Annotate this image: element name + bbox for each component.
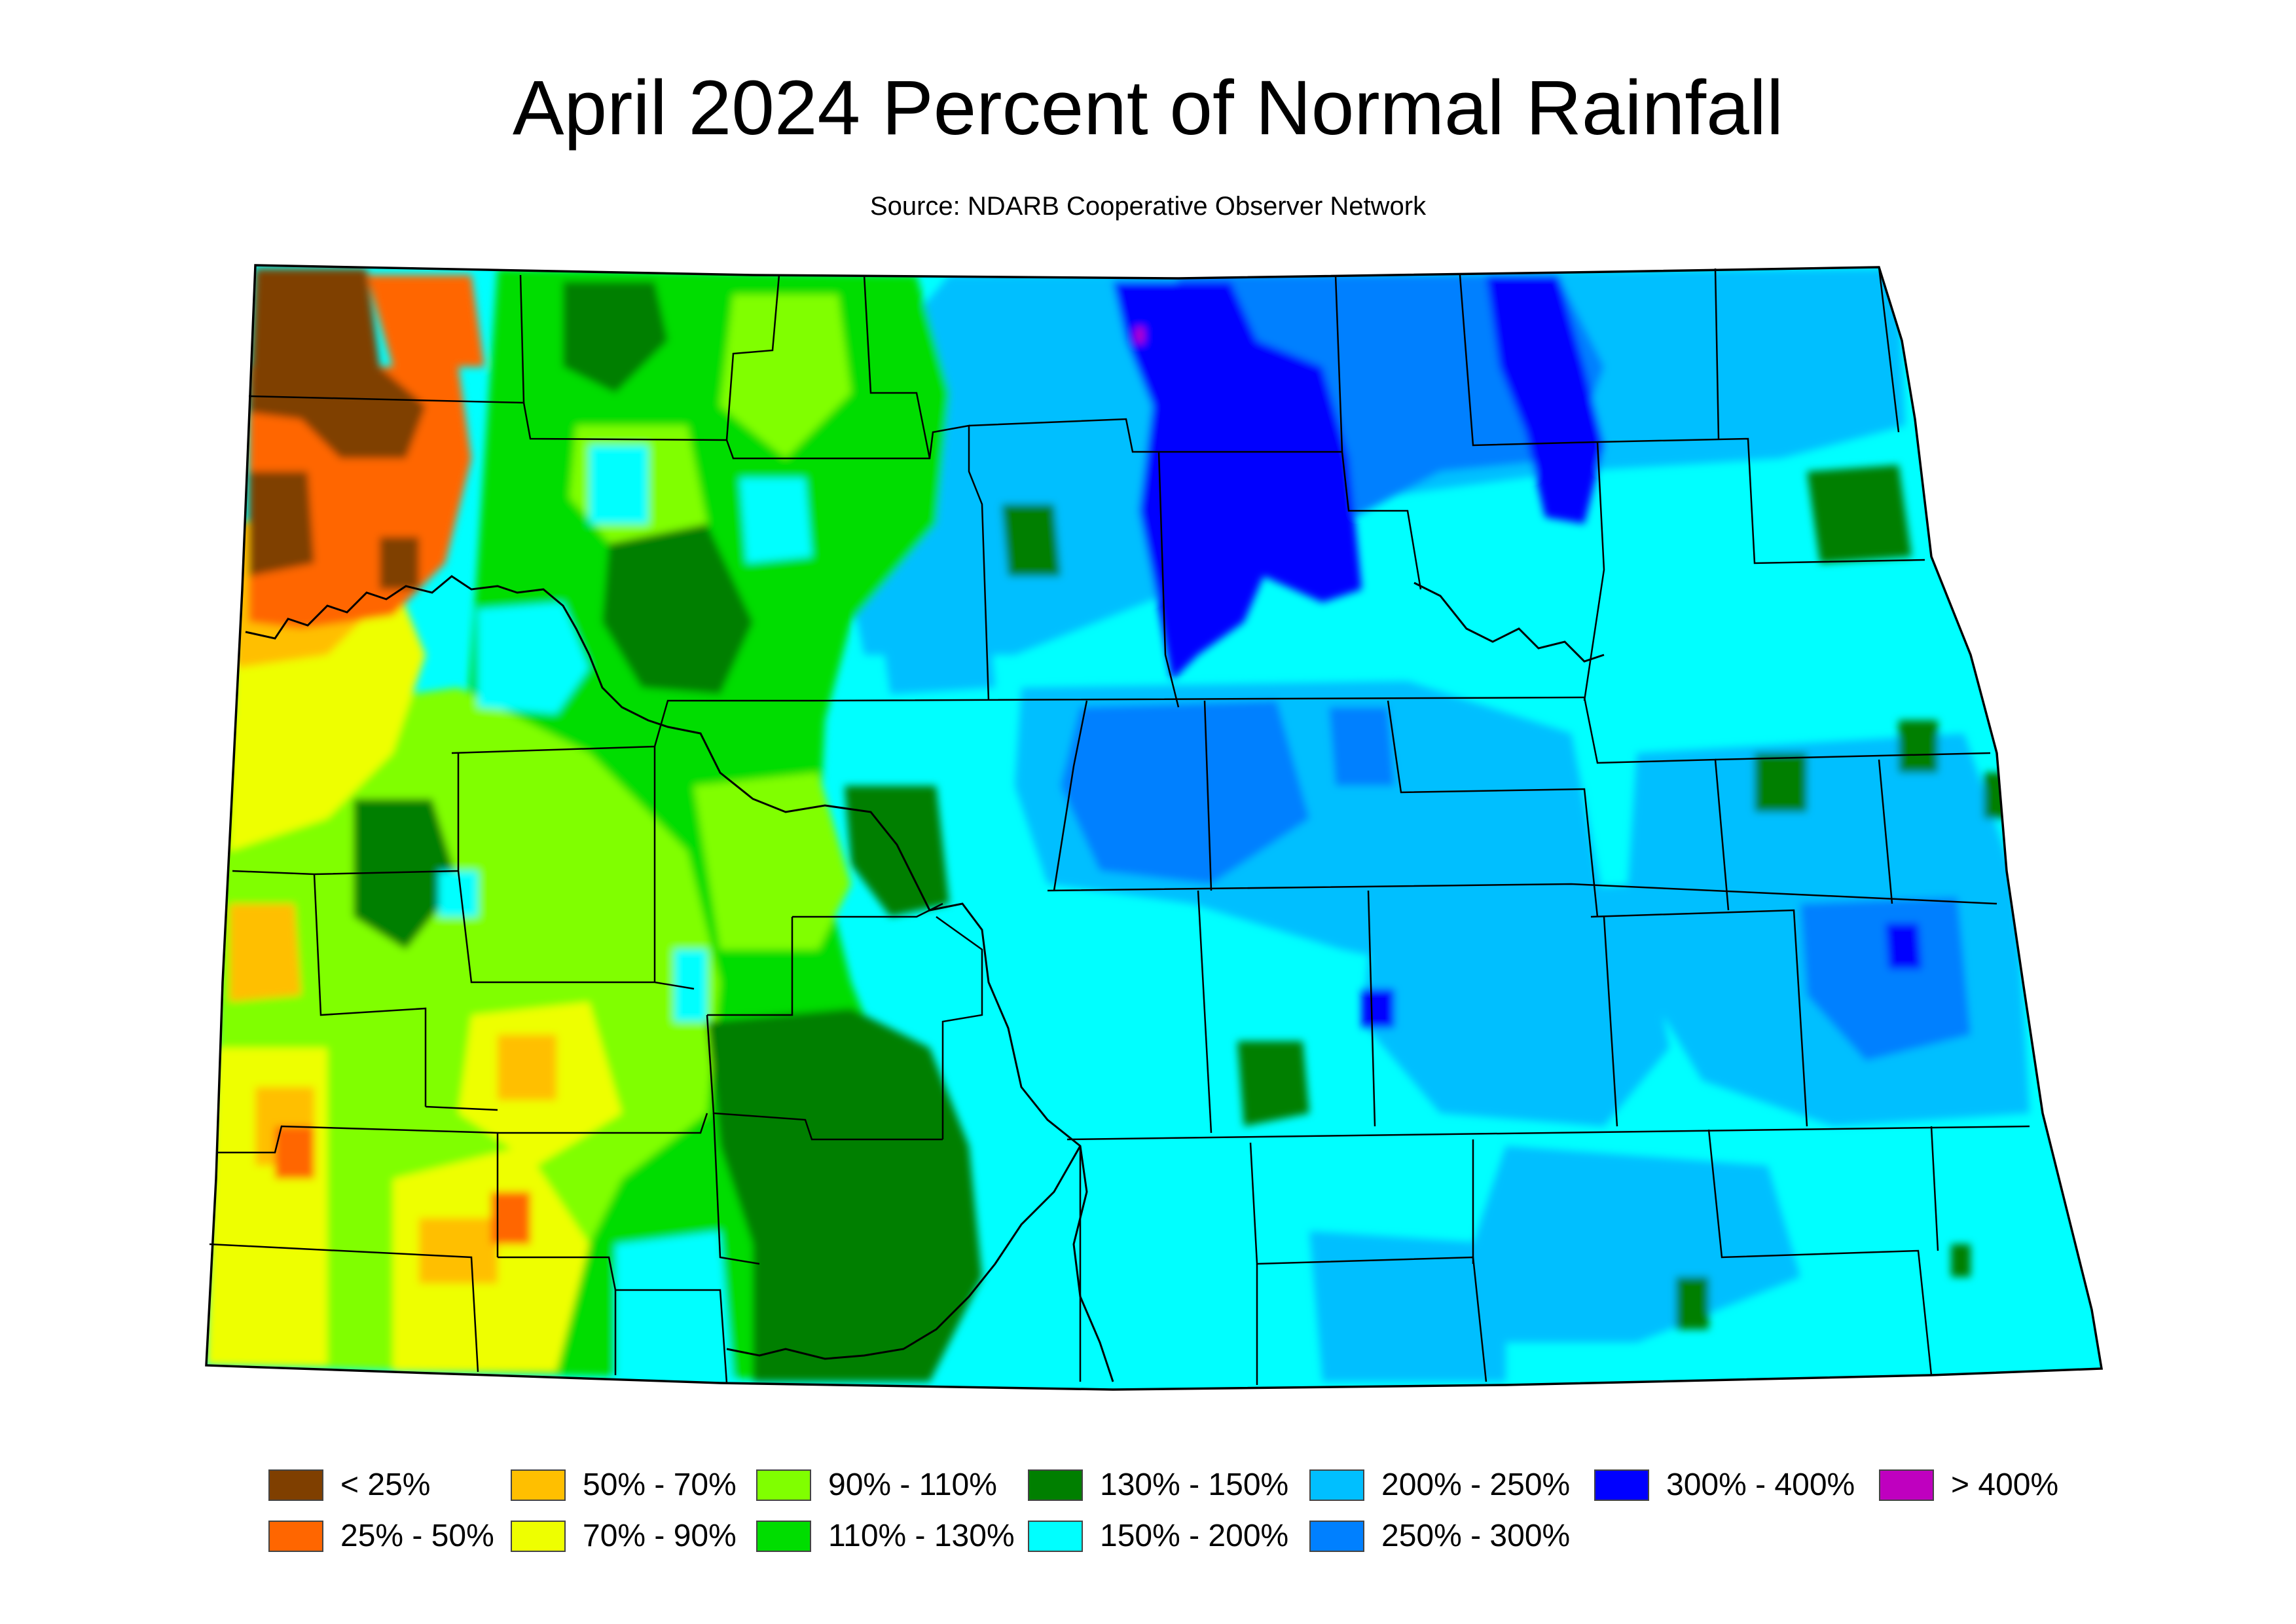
legend-item: 200% - 250% [1309,1467,1570,1504]
legend-label: 90% - 110% [828,1467,997,1502]
legend-swatch [756,1469,811,1501]
legend-swatch [1309,1469,1364,1501]
legend-label: < 25% [340,1467,431,1502]
legend-item: 90% - 110% [756,1467,997,1504]
legend-item: 25% - 50% [268,1518,494,1555]
legend-swatch [511,1469,566,1501]
legend-item: < 25% [268,1467,430,1504]
legend-swatch [756,1521,811,1552]
state-outline [205,264,2104,1391]
legend-label: 250% - 300% [1381,1519,1571,1553]
legend-label: 300% - 400% [1666,1467,1855,1502]
legend-item: 70% - 90% [511,1518,737,1555]
precipitation-field [206,265,2102,1390]
legend-swatch [1594,1469,1649,1501]
legend-label: > 400% [1951,1467,2059,1502]
legend-swatch [1879,1469,1934,1501]
legend-item: 250% - 300% [1309,1518,1570,1555]
legend-label: 130% - 150% [1100,1467,1289,1502]
legend-swatch [1028,1521,1083,1552]
legend: < 25% 25% - 50% 50% - 70% 70% - 90% 90% … [0,1467,2296,1585]
legend-item: 150% - 200% [1028,1518,1288,1555]
legend-label: 70% - 90% [583,1519,737,1553]
legend-label: 50% - 70% [583,1467,737,1502]
legend-item: > 400% [1879,1467,2058,1504]
legend-swatch [511,1521,566,1552]
legend-item: 50% - 70% [511,1467,737,1504]
legend-item: 300% - 400% [1594,1467,1855,1504]
legend-label: 200% - 250% [1381,1467,1571,1502]
legend-label: 150% - 200% [1100,1519,1289,1553]
legend-swatch [1309,1521,1364,1552]
map-subtitle: Source: NDARB Cooperative Observer Netwo… [869,192,1427,221]
legend-item: 110% - 130% [756,1518,1015,1555]
legend-swatch [1028,1469,1083,1501]
legend-item: 130% - 150% [1028,1467,1288,1504]
river-lines [245,575,1605,1382]
map-title: April 2024 Percent of Normal Rainfall [512,65,1784,151]
legend-label: 25% - 50% [340,1519,494,1553]
legend-label: 110% - 130% [828,1519,1015,1553]
county-boundaries [209,267,2030,1385]
legend-swatch [268,1469,323,1501]
legend-swatch [268,1521,323,1552]
